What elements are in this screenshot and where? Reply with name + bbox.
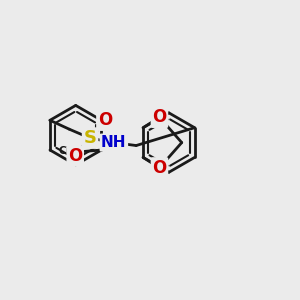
Text: S: S <box>84 129 97 147</box>
Text: O: O <box>98 111 112 129</box>
Text: O: O <box>68 147 82 165</box>
Text: O: O <box>152 108 167 126</box>
Text: NH: NH <box>101 135 127 150</box>
Text: O: O <box>152 159 167 177</box>
Text: CH₃: CH₃ <box>58 146 79 157</box>
